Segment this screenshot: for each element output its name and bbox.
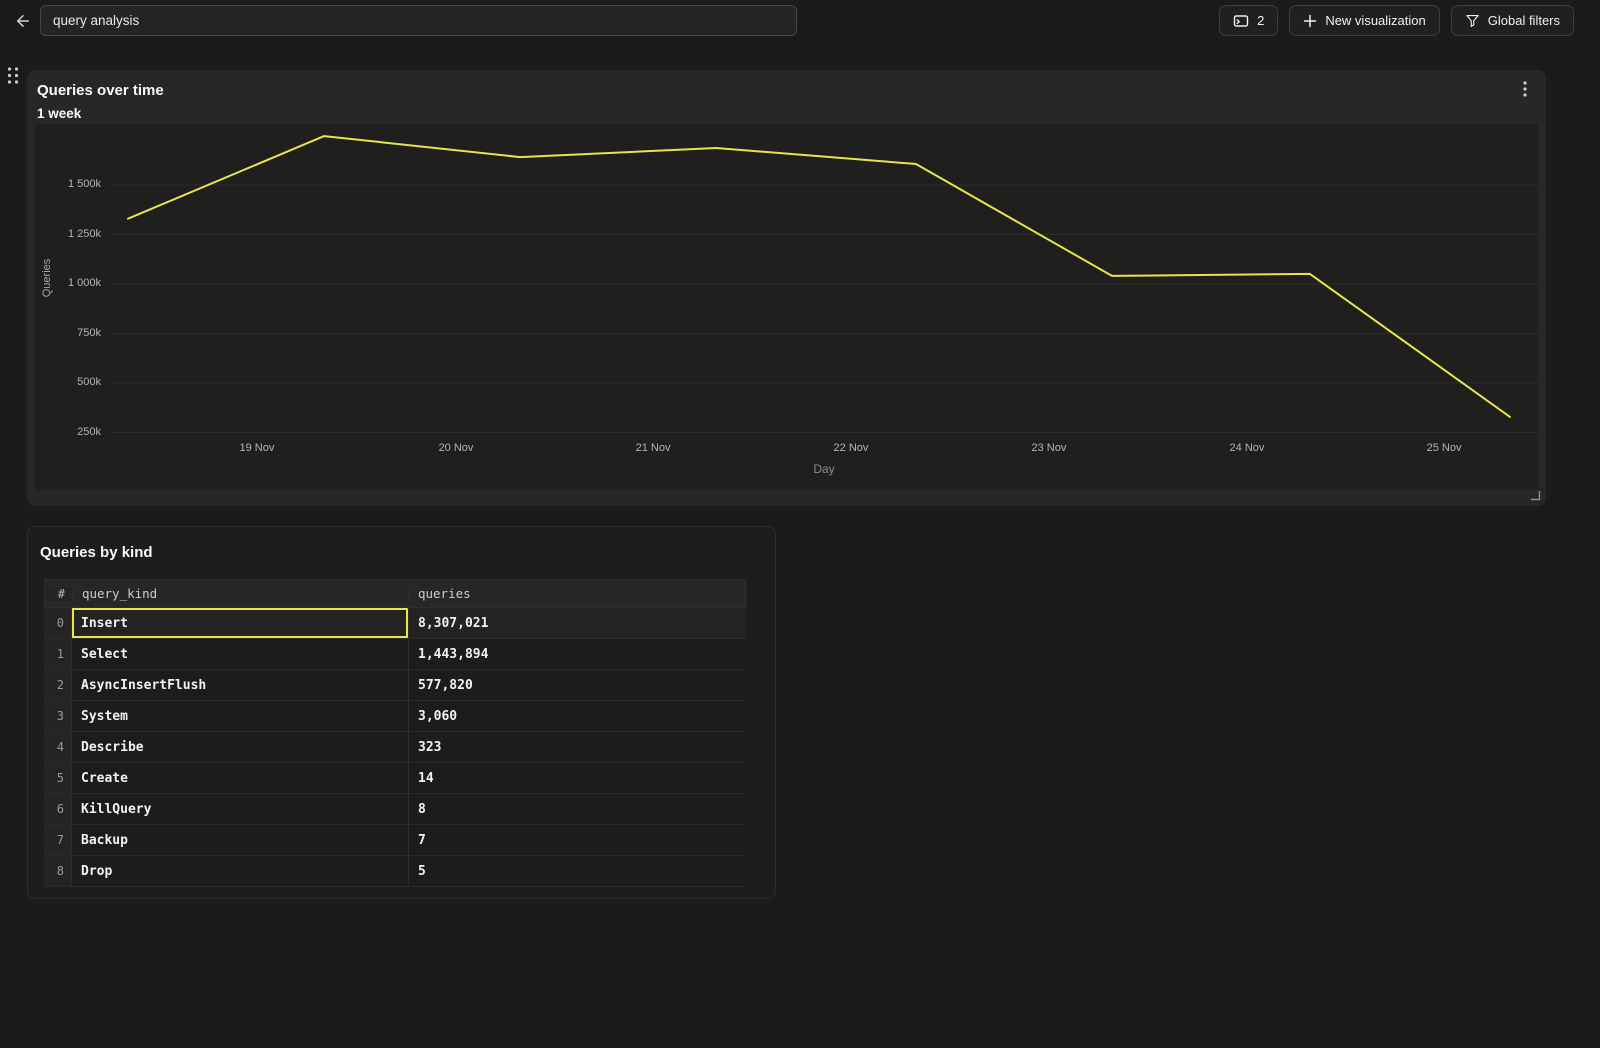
row-index: 7 xyxy=(44,825,71,855)
queries-by-kind-table: # query_kind queries 0 Insert 8,307,021 1 Se… xyxy=(44,579,746,887)
x-axis-tick-label: 23 Nov xyxy=(1031,442,1067,454)
topbar-actions: 2 New visualization Global filters xyxy=(1219,5,1574,36)
back-button[interactable] xyxy=(10,8,36,34)
query-kind-cell[interactable]: Describe xyxy=(71,732,408,762)
new-visualization-button[interactable]: New visualization xyxy=(1289,5,1440,36)
line-chart-plot-area[interactable]: Queries Day 250k 500k 750k 1 000k 1 250k 1 50… xyxy=(35,124,1538,490)
queries-value-cell[interactable]: 8 xyxy=(408,794,746,824)
table-row[interactable]: 5 Create 14 xyxy=(44,762,746,793)
queries-value-cell[interactable]: 3,060 xyxy=(408,701,746,731)
table-row[interactable]: 8 Drop 5 xyxy=(44,855,746,886)
x-axis-title: Day xyxy=(813,462,835,476)
panel-resize-handle[interactable] xyxy=(1530,490,1541,501)
arrow-left-icon xyxy=(17,15,29,27)
console-window-icon xyxy=(1233,14,1249,27)
query-tabs-count: 2 xyxy=(1257,13,1265,28)
chart-panel: Queries over time 1 week Queries Day 250… xyxy=(27,70,1546,506)
table-body: 0 Insert 8,307,021 1 Select 1,443,894 2 AsyncIn… xyxy=(44,607,746,886)
table-header-row: # query_kind queries xyxy=(44,579,746,607)
row-index: 3 xyxy=(44,701,71,731)
row-index: 6 xyxy=(44,794,71,824)
chart-subtitle: 1 week xyxy=(37,106,82,121)
query-tabs-button[interactable]: 2 xyxy=(1219,5,1279,36)
x-axis-tick-label: 20 Nov xyxy=(438,442,474,454)
queries-value-cell[interactable]: 14 xyxy=(408,763,746,793)
row-index: 1 xyxy=(44,639,71,669)
query-kind-cell[interactable]: Drop xyxy=(71,856,408,886)
row-index: 5 xyxy=(44,763,71,793)
drag-dots-icon xyxy=(7,67,19,84)
y-axis-tick-label: 750k xyxy=(77,326,101,339)
table-row[interactable]: 0 Insert 8,307,021 xyxy=(44,607,746,638)
y-axis-tick-label: 500k xyxy=(77,376,101,388)
query-kind-cell[interactable]: Select xyxy=(71,639,408,669)
x-axis-tick-label: 24 Nov xyxy=(1229,442,1265,454)
row-index: 2 xyxy=(44,670,71,700)
query-kind-cell[interactable]: System xyxy=(71,701,408,731)
resize-corner-icon xyxy=(1531,491,1541,501)
plus-icon xyxy=(1304,14,1317,27)
table-panel: Queries by kind # query_kind queries 0 In… xyxy=(27,526,776,899)
table-row[interactable]: 3 System 3,060 xyxy=(44,700,746,731)
x-axis-tick-label: 19 Nov xyxy=(239,442,275,454)
queries-value-cell[interactable]: 1,443,894 xyxy=(408,639,746,669)
funnel-icon xyxy=(1466,14,1479,27)
queries-value-cell[interactable]: 5 xyxy=(408,856,746,886)
query-kind-cell[interactable]: AsyncInsertFlush xyxy=(71,670,408,700)
row-index: 4 xyxy=(44,732,71,762)
topbar: 2 New visualization Global filters xyxy=(0,0,1600,47)
new-visualization-label: New visualization xyxy=(1325,13,1426,28)
y-axis-tick-label: 1 000k xyxy=(67,277,101,289)
y-axis-tick-label: 1 500k xyxy=(67,178,101,190)
queries-value-cell[interactable]: 577,820 xyxy=(408,670,746,700)
y-axis-tick-label: 1 250k xyxy=(67,227,101,240)
queries-value-cell[interactable]: 7 xyxy=(408,825,746,855)
global-filters-label: Global filters xyxy=(1487,13,1560,28)
y-axis-tick-label: 250k xyxy=(77,425,101,438)
col-header-index: # xyxy=(45,586,72,601)
table-row[interactable]: 1 Select 1,443,894 xyxy=(44,638,746,669)
x-axis-tick-label: 21 Nov xyxy=(635,442,671,454)
table-row[interactable]: 7 Backup 7 xyxy=(44,824,746,855)
row-index: 8 xyxy=(44,856,71,886)
query-kind-cell[interactable]: Create xyxy=(71,763,408,793)
x-axis-tick-label: 22 Nov xyxy=(833,442,869,454)
table-title: Queries by kind xyxy=(40,544,153,561)
queries-line-series xyxy=(110,135,1538,433)
col-header-queries: queries xyxy=(407,586,745,601)
queries-value-cell[interactable]: 8,307,021 xyxy=(408,608,746,638)
queries-series-line xyxy=(127,135,1511,418)
global-filters-button[interactable]: Global filters xyxy=(1450,5,1574,36)
x-axis-tick-label: 25 Nov xyxy=(1426,442,1462,454)
table-row[interactable]: 6 KillQuery 8 xyxy=(44,793,746,824)
dashboard-name-input[interactable] xyxy=(40,5,797,36)
chart-title: Queries over time xyxy=(37,82,164,99)
query-kind-cell[interactable]: Insert xyxy=(71,608,408,638)
col-header-query-kind: query_kind xyxy=(71,586,408,601)
row-index: 0 xyxy=(44,608,71,638)
kebab-menu-icon xyxy=(1523,81,1527,97)
table-row[interactable]: 4 Describe 323 xyxy=(44,731,746,762)
table-row[interactable]: 2 AsyncInsertFlush 577,820 xyxy=(44,669,746,700)
chart-menu-button[interactable] xyxy=(1514,78,1536,100)
panel-drag-handle[interactable] xyxy=(6,66,20,85)
queries-value-cell[interactable]: 323 xyxy=(408,732,746,762)
query-kind-cell[interactable]: KillQuery xyxy=(71,794,408,824)
query-kind-cell[interactable]: Backup xyxy=(71,825,408,855)
